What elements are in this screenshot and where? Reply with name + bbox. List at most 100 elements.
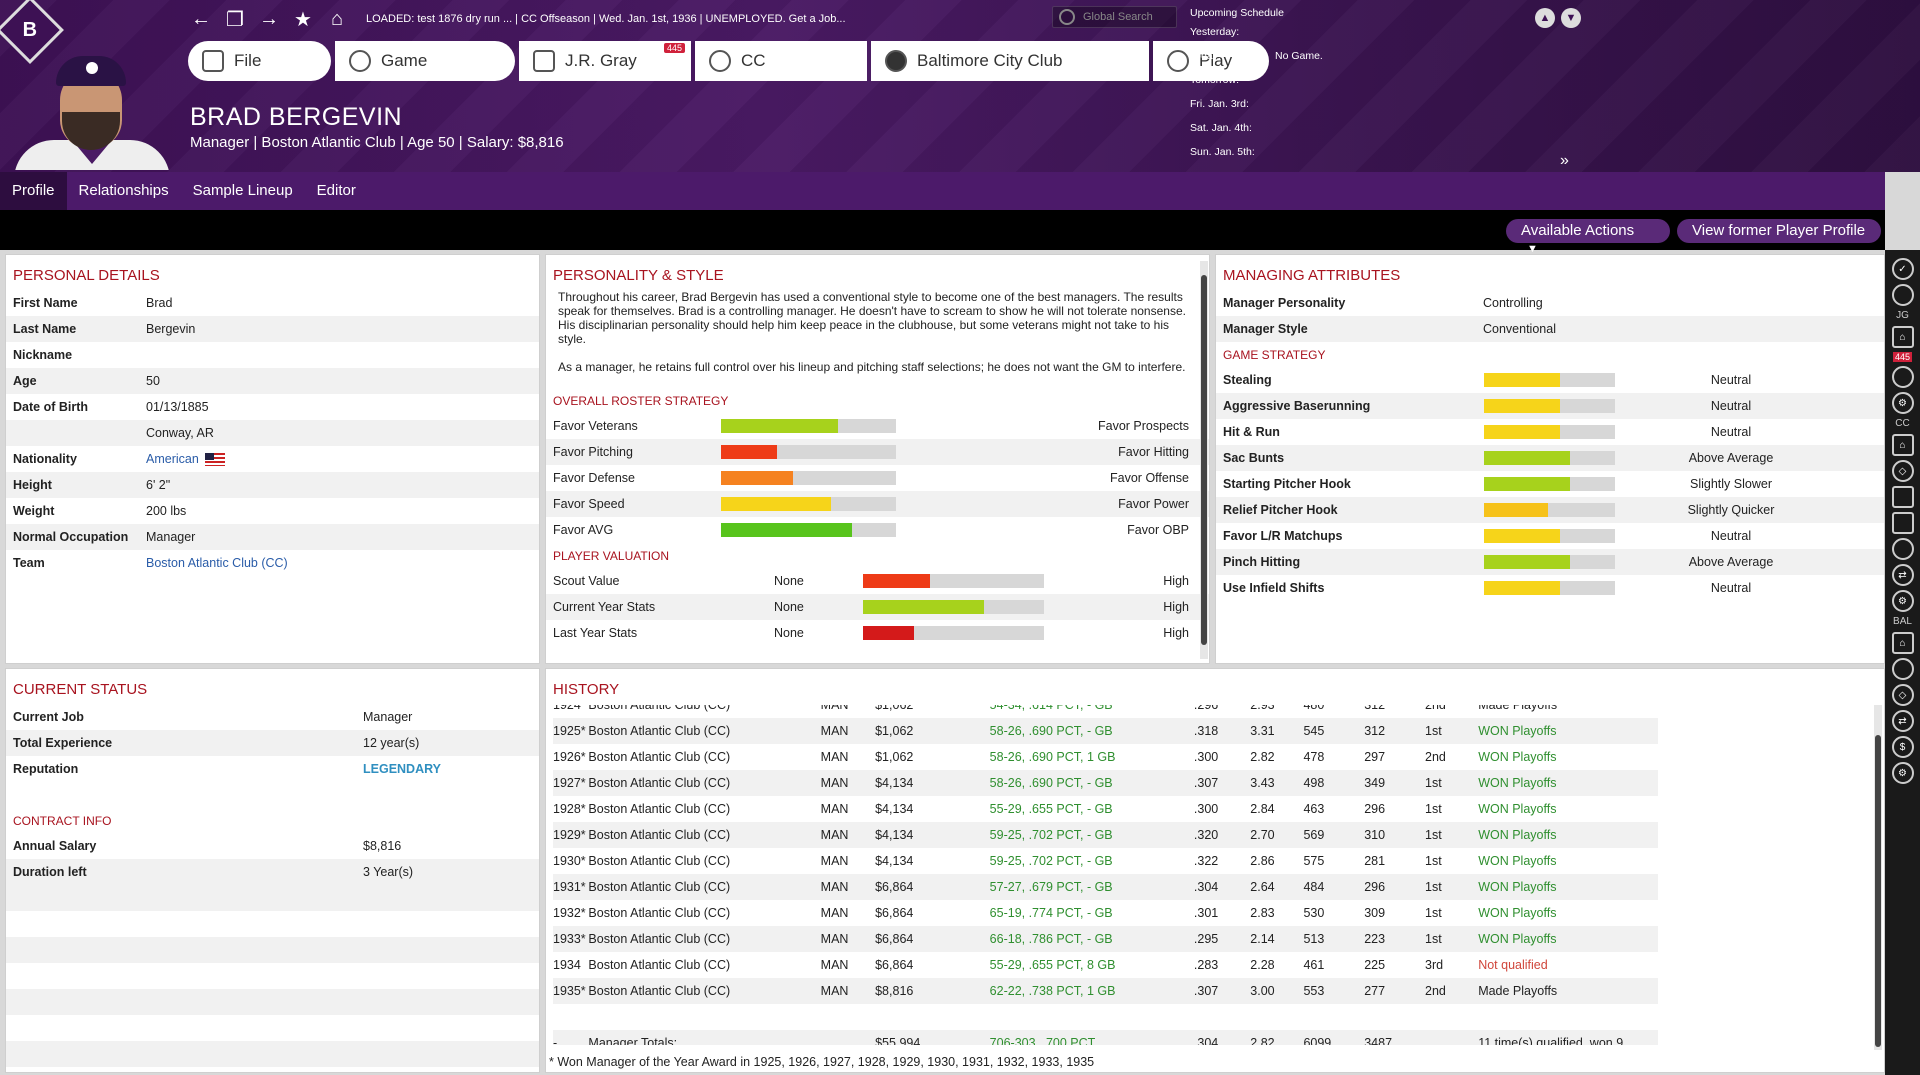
gear-icon[interactable]: ⚙ — [1891, 590, 1914, 612]
home-icon[interactable]: ⌂ — [330, 7, 344, 30]
status-row: Total Experience 12 year(s) — [6, 730, 539, 756]
history-cell-pl: 1st — [1425, 874, 1479, 900]
detail-link[interactable]: Boston Atlantic Club (CC) — [146, 556, 288, 570]
strategy-label: Stealing — [1223, 373, 1272, 387]
history-cell-avg: .296 — [1193, 705, 1219, 712]
valuation-max-label: High — [1163, 600, 1189, 614]
contract-info-title: CONTRACT INFO — [13, 814, 112, 828]
strategy-right-label: Favor Power — [1118, 497, 1189, 511]
dollar-icon[interactable]: $ — [1891, 736, 1914, 758]
scroll-thumb[interactable] — [1875, 735, 1881, 1047]
detail-link[interactable]: American — [146, 452, 199, 466]
gear-icon[interactable]: ⚙ — [1891, 762, 1914, 784]
history-cell-ra: 312 — [1364, 718, 1426, 744]
history-cell-pl: 1st — [1425, 718, 1479, 744]
user-icon[interactable] — [1891, 658, 1914, 680]
scrollbar[interactable] — [1874, 705, 1882, 1050]
chevron-up-icon[interactable]: ▲ — [1535, 8, 1555, 28]
history-cell-avg: .304 — [1193, 874, 1251, 900]
search-input[interactable]: Global Search — [1052, 6, 1177, 28]
strategy-value: Neutral — [1710, 399, 1752, 413]
strategy-left-label: Favor Veterans — [553, 419, 638, 433]
tab-cc[interactable]: CC — [695, 41, 867, 81]
strategy-left-label: Favor Pitching — [553, 445, 633, 459]
history-cell-ra: 296 — [1364, 874, 1426, 900]
personality-panel: PERSONALITY & STYLE Throughout his caree… — [545, 254, 1210, 664]
valuation-bar-fill — [863, 574, 930, 588]
game-strategy-row: Favor L/R Matchups Neutral — [1216, 523, 1884, 549]
tab-jr-gray[interactable]: J.R. Gray 445 — [519, 41, 691, 81]
transfer-icon[interactable]: ⇄ — [1891, 710, 1914, 732]
strategy-value: Above Average — [1688, 555, 1774, 569]
status-label: Total Experience — [13, 736, 113, 750]
strategy-right-label: Favor Hitting — [1118, 445, 1189, 459]
history-cell-res: WON Playoffs — [1478, 926, 1658, 952]
history-cell-rec: 54-34, .614 PCT, - GB — [989, 705, 1113, 712]
game-strategy-row: Pinch Hitting Above Average — [1216, 549, 1884, 575]
available-actions-button[interactable]: Available Actions ▼ — [1506, 219, 1670, 255]
strategy-bar-fill — [721, 497, 832, 511]
strategy-bar-fill — [1484, 399, 1560, 413]
history-cell-sal: $55,994 — [875, 1030, 990, 1045]
bar-chart-icon[interactable] — [1891, 512, 1914, 534]
detail-row: Last Name Bergevin — [6, 316, 539, 342]
strategy-value: Above Average — [1688, 451, 1774, 465]
forward-arrow-icon[interactable]: → — [259, 7, 279, 30]
table-row: 1931* Boston Atlantic Club (CC) MAN $6,864 5… — [553, 874, 1658, 900]
sidebar-label-bal: BAL — [1893, 616, 1912, 627]
transfer-icon[interactable]: ⇄ — [1891, 564, 1914, 586]
globe-icon[interactable] — [1891, 284, 1914, 306]
scroll-thumb[interactable] — [1201, 275, 1207, 645]
search-icon[interactable] — [1891, 366, 1914, 388]
back-arrow-icon[interactable]: ← — [191, 7, 211, 30]
tab-editor[interactable]: Editor — [316, 182, 356, 199]
baseball-icon[interactable] — [1891, 538, 1914, 560]
tab-profile[interactable]: Profile — [0, 172, 67, 210]
home-icon[interactable]: ⌂ — [1891, 632, 1914, 654]
strategy-bar-fill — [1484, 503, 1549, 517]
detail-value: Conway, AR — [146, 426, 214, 440]
history-cell-era: 2.64 — [1250, 874, 1304, 900]
document-icon[interactable] — [1891, 486, 1914, 508]
strategy-bar-fill — [721, 419, 839, 433]
tab-file[interactable]: File — [188, 41, 331, 81]
tab-sample-lineup[interactable]: Sample Lineup — [192, 182, 293, 199]
notification-badge: 445 — [1892, 352, 1913, 362]
schedule-more-icon[interactable]: » — [1560, 152, 1569, 169]
tab-relationships[interactable]: Relationships — [78, 182, 169, 199]
tab-baltimore-city-club[interactable]: Baltimore City Club — [871, 41, 1149, 81]
game-strategy-row: Sac Bunts Above Average — [1216, 445, 1884, 471]
history-cell-avg: .322 — [1193, 854, 1219, 868]
contract-label: Duration left — [13, 865, 87, 879]
star-icon[interactable]: ★ — [294, 8, 312, 31]
strategy-bar — [1484, 451, 1615, 465]
history-cell-team: Manager Totals: — [588, 1030, 821, 1045]
detail-row: Weight 200 lbs — [6, 498, 539, 524]
history-cell-ra: 296 — [1364, 802, 1386, 816]
tab-play[interactable]: Play — [1153, 41, 1269, 81]
strategy-bar — [721, 497, 896, 511]
home-icon[interactable]: ⌂ — [1891, 326, 1914, 348]
check-icon[interactable]: ✓ — [1891, 258, 1914, 280]
history-cell-r: 498 — [1303, 770, 1365, 796]
home-icon[interactable]: ⌂ — [1891, 434, 1914, 456]
valuation-label: Scout Value — [553, 574, 620, 588]
diamond-icon[interactable]: ◇ — [1891, 684, 1914, 706]
history-cell-res: WON Playoffs — [1478, 750, 1557, 764]
history-cell-pos: MAN — [820, 906, 849, 920]
diamond-icon[interactable]: ◇ — [1891, 460, 1914, 482]
gear-icon[interactable]: ⚙ — [1891, 392, 1914, 414]
scrollbar[interactable] — [1200, 261, 1208, 659]
tab-game[interactable]: Game — [335, 41, 515, 81]
history-cell-year: 1929* — [553, 822, 589, 848]
history-cell-sal: $4,134 — [875, 822, 990, 848]
history-cell-pl: 1st — [1425, 822, 1479, 848]
strategy-bar — [721, 471, 896, 485]
copy-icon[interactable]: ❐ — [226, 8, 244, 31]
detail-label: Last Name — [13, 322, 77, 336]
strategy-bar-fill — [1484, 529, 1560, 543]
table-row: 1933* Boston Atlantic Club (CC) MAN $6,864 6… — [553, 926, 1658, 952]
right-sidebar: ✓ JG ⌂ 445 ⚙ CC ⌂ ◇ ⇄ ⚙ BAL ⌂ ◇ ⇄ $ ⚙ — [1885, 250, 1920, 1075]
chevron-down-icon[interactable]: ▼ — [1561, 8, 1581, 28]
view-former-player-profile-button[interactable]: View former Player Profile — [1677, 219, 1881, 243]
